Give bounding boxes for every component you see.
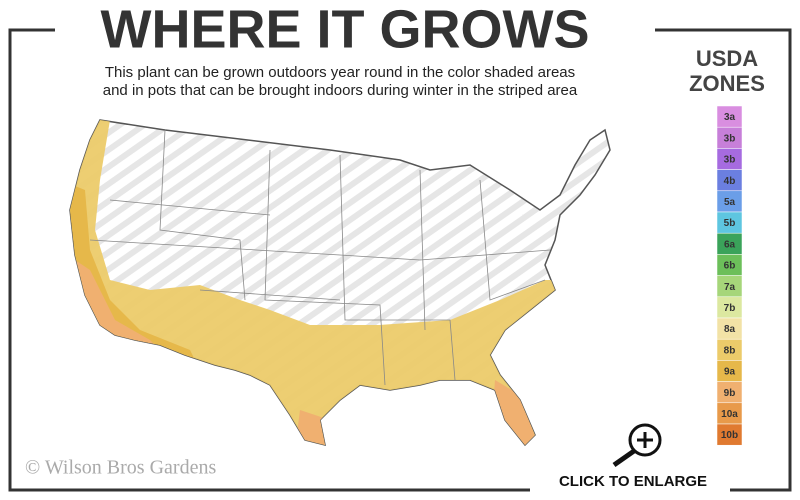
zone-label: 6b [724,261,736,272]
frame [8,28,792,492]
zone-label: 7b [724,303,736,314]
zone-label: 8b [724,345,736,356]
copyright: © Wilson Bros Gardens [25,457,216,479]
zone-label: 3a [724,112,736,123]
enlarge-button[interactable]: CLICK TO ENLARGE [559,473,707,490]
zone-label: 5a [724,197,736,208]
magnifier[interactable] [612,423,662,468]
zone-label: 9b [724,388,736,399]
zone-label: 3b [724,155,736,166]
zone-label: 7a [724,282,736,293]
subtitle: This plant can be grown outdoors year ro… [105,64,575,81]
zone-label: 8a [724,324,736,335]
title: WHERE IT GROWS [101,0,590,59]
zone-label: 10b [721,430,738,441]
zone-label: 5b [724,218,736,229]
zone-label: 10a [721,409,738,420]
zone-label: 3b [724,133,736,144]
zone-label: 4b [724,176,736,187]
subtitle: and in pots that can be brought indoors … [103,82,578,99]
zone-label: 6a [724,239,736,250]
legend-title: USDA [696,46,758,71]
zone-legend: 3a 3b 3b 4b 5a 5b 6a 6b 7a 7b 8a 8b 9a 9b 10a 10b [716,105,743,446]
map [69,119,611,447]
zone-swatch [716,423,743,446]
zone-label: 9a [724,367,736,378]
legend-title: ZONES [689,71,765,96]
